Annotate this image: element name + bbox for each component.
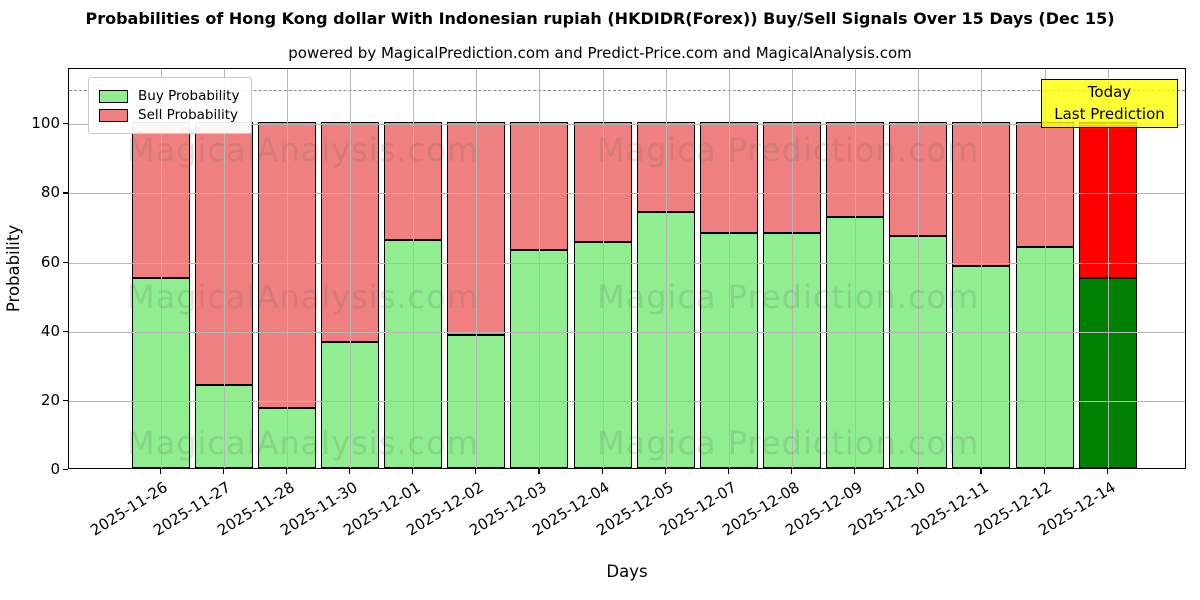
gridline-v [1044,69,1046,468]
x-tick-mark [538,469,540,474]
x-tick-mark [791,469,793,474]
x-tick-mark [285,469,287,474]
gridline-h [69,400,1185,402]
gridline-v [792,69,793,468]
gridline-v [539,69,541,468]
y-tick-mark [63,261,68,263]
gridline-v [981,69,983,468]
gridline-h [69,262,1185,264]
x-tick-mark [601,469,603,474]
gridline-v [476,69,478,468]
gridline-v [665,69,667,468]
gridline-h [69,331,1185,333]
watermark-text: Magica Prediction.com [597,131,980,169]
legend-label-buy: Buy Probability [138,88,240,104]
plot-area: MagicalAnalysis.com Magica Prediction.com… [68,68,1186,469]
gridline-v [349,69,351,468]
y-tick-mark [63,469,68,471]
y-tick-mark [63,330,68,332]
gridline-v [728,69,730,468]
chart-subtitle: powered by MagicalPrediction.com and Pre… [288,44,912,62]
x-tick-mark [222,469,224,474]
gridline-v [602,69,604,468]
gridline-v [413,69,415,468]
y-tick-label: 20 [40,390,60,409]
gridline-v [223,69,225,468]
grid-layer [69,69,1185,468]
gridline-h [69,193,1185,195]
today-annotation: Today Last Prediction [1041,79,1178,128]
gridline-v [1107,69,1109,468]
gridline-v [286,69,288,468]
legend: Buy Probability Sell Probability [88,77,253,134]
y-tick-mark [63,123,68,125]
legend-entry-sell: Sell Probability [99,107,239,123]
y-tick-label: 80 [40,183,60,202]
x-tick-mark [1043,469,1045,474]
x-tick-mark [917,469,919,474]
sell-swatch-icon [99,108,128,122]
watermark-text: MagicalAnalysis.com [127,278,479,316]
y-tick-label: 40 [40,321,60,340]
buy-swatch-icon [99,89,128,103]
watermark-text: MagicalAnalysis.com [127,424,479,462]
today-annotation-line1: Today [1087,82,1132,101]
gridline-v [160,69,162,468]
gridline-v [918,69,920,468]
legend-entry-buy: Buy Probability [99,88,239,104]
today-annotation-line2: Last Prediction [1054,104,1165,123]
x-tick-mark [1106,469,1108,474]
x-tick-mark [475,469,477,474]
y-tick-label: 100 [31,114,60,133]
gridline-v [855,69,857,468]
legend-label-sell: Sell Probability [138,107,239,123]
x-tick-mark [854,469,856,474]
dashed-threshold-line [69,89,1185,91]
watermark-text: Magica Prediction.com [597,424,980,462]
x-tick-mark [664,469,666,474]
chart-title: Probabilities of Hong Kong dollar With I… [85,9,1115,28]
watermark-text: MagicalAnalysis.com [127,131,479,169]
y-tick-mark [63,399,68,402]
x-tick-mark [980,469,982,474]
x-tick-mark [348,469,351,474]
y-tick-label: 60 [40,252,60,271]
watermark-text: Magica Prediction.com [597,278,980,316]
gridline-h [69,124,1185,126]
x-axis-label: Days [606,562,648,581]
y-tick-mark [63,192,68,194]
x-tick-mark [727,469,730,474]
y-tick-label: 0 [50,460,60,478]
watermark-layer: MagicalAnalysis.com Magica Prediction.com… [69,69,1185,468]
x-tick-mark [159,469,161,474]
x-tick-mark [412,469,414,474]
